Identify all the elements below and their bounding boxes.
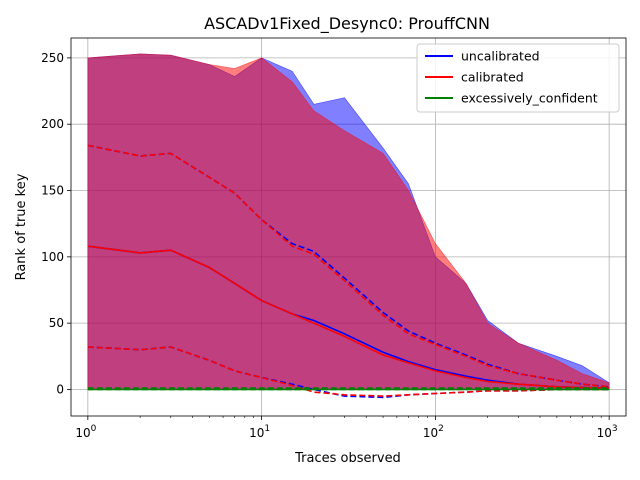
- y-tick-label: 0: [56, 382, 64, 396]
- x-tick-exponent: 2: [438, 424, 444, 434]
- legend-label-excessively_confident: excessively_confident: [461, 91, 598, 106]
- y-tick-label: 200: [41, 117, 64, 131]
- line-calibrated-upper: [87, 144, 610, 388]
- plot-frame: [70, 37, 627, 417]
- x-tick-base: 10: [597, 426, 612, 440]
- line-calibrated-mean: [87, 245, 610, 389]
- x-tick-base: 10: [249, 426, 264, 440]
- x-tick-exponent: 3: [612, 424, 618, 434]
- legend-label-uncalibrated: uncalibrated: [461, 49, 540, 64]
- line-calibrated-lower: [87, 346, 610, 397]
- x-tick-base: 10: [75, 426, 90, 440]
- x-tick-label: 101: [249, 424, 270, 440]
- y-tick-label: 250: [41, 51, 64, 65]
- y-tick-label: 100: [41, 250, 64, 264]
- series-lines: [87, 144, 610, 399]
- y-axis-ticks: 0 50 100 150 200 250: [41, 51, 71, 396]
- y-tick-label: 150: [41, 184, 64, 198]
- x-tick-exponent: 0: [91, 424, 97, 434]
- x-tick-exponent: 1: [264, 424, 270, 434]
- x-tick-base: 10: [423, 426, 438, 440]
- y-tick-label: 50: [49, 316, 64, 330]
- x-axis-label: Traces observed: [294, 451, 401, 466]
- legend-label-calibrated: calibrated: [461, 70, 524, 85]
- x-tick-label: 100: [75, 424, 96, 440]
- x-tick-label: 102: [423, 424, 444, 440]
- y-axis-label: Rank of true key: [14, 173, 29, 280]
- legend: uncalibrated calibrated excessively_confid…: [416, 43, 620, 113]
- chart-title: ASCADv1Fixed_Desync0: ProuffCNN: [204, 14, 490, 34]
- legend-box: [416, 43, 620, 113]
- x-tick-label: 103: [597, 424, 618, 440]
- x-axis-ticks: 100 101 102 103: [75, 416, 618, 440]
